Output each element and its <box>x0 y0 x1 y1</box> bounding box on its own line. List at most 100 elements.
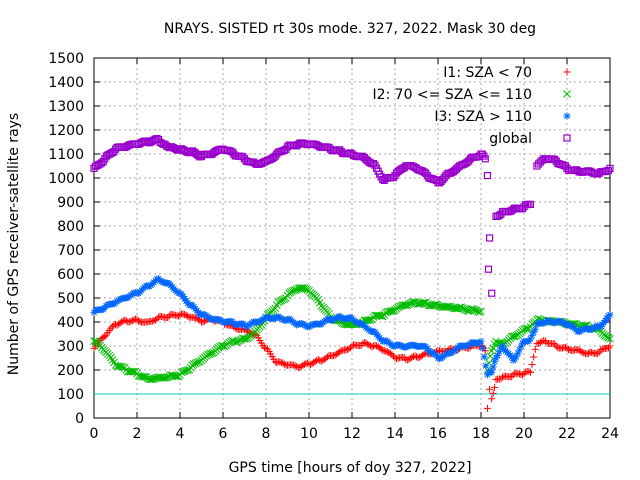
data-point <box>463 342 471 350</box>
y-tick-label: 300 <box>57 339 84 355</box>
data-series <box>90 134 614 412</box>
data-point <box>606 334 614 343</box>
data-point <box>337 347 345 355</box>
data-point <box>414 300 422 309</box>
data-point <box>260 344 268 352</box>
data-point <box>386 307 395 315</box>
data-point <box>308 321 316 329</box>
data-point <box>415 300 424 308</box>
data-point <box>578 348 586 356</box>
legend-marker <box>563 90 571 98</box>
data-point <box>489 363 497 371</box>
data-point <box>601 316 609 324</box>
data-point <box>164 314 172 322</box>
x-tick-label: 8 <box>262 426 271 442</box>
data-point <box>343 345 351 353</box>
data-point <box>479 344 487 352</box>
data-point <box>144 318 152 326</box>
data-point <box>280 360 288 368</box>
data-point <box>508 353 516 361</box>
data-point <box>526 200 535 208</box>
data-point <box>432 351 440 359</box>
data-point <box>488 289 496 297</box>
data-point <box>314 356 322 364</box>
data-point <box>580 325 588 333</box>
data-point <box>179 292 187 300</box>
data-point <box>436 355 444 363</box>
data-point <box>483 172 492 180</box>
chart-title: NRAYS. SISTED rt 30s mode. 327, 2022. Ma… <box>164 21 536 37</box>
data-point <box>586 326 594 334</box>
data-point <box>279 316 287 324</box>
data-point <box>191 314 199 322</box>
data-point <box>181 311 189 319</box>
data-point <box>491 358 499 366</box>
data-point <box>383 308 392 316</box>
data-point <box>365 316 373 325</box>
legend-label: I2: 70 <= SZA <= 110 <box>372 87 532 103</box>
data-point <box>574 346 582 354</box>
data-point <box>403 342 411 350</box>
data-point <box>330 352 338 360</box>
x-tick-label: 6 <box>219 426 228 442</box>
data-point <box>486 368 494 376</box>
y-tick-label: 700 <box>57 243 84 259</box>
data-point <box>557 318 565 326</box>
data-point <box>507 332 516 341</box>
data-point <box>104 301 112 309</box>
data-point <box>240 334 249 343</box>
data-point <box>146 375 155 384</box>
data-point <box>508 373 516 381</box>
data-point <box>377 345 385 353</box>
data-point <box>277 359 285 367</box>
data-point <box>128 317 136 325</box>
data-point <box>214 316 222 324</box>
x-tick-label: 2 <box>133 426 142 442</box>
data-point <box>480 353 488 361</box>
data-point <box>299 320 307 328</box>
data-point <box>403 356 411 364</box>
x-tick-label: 14 <box>386 426 404 442</box>
x-tick-label: 22 <box>558 426 576 442</box>
data-point <box>128 367 137 376</box>
y-tick-label: 1000 <box>48 171 84 187</box>
data-point <box>606 164 614 172</box>
data-point <box>357 320 365 328</box>
data-point <box>411 341 419 349</box>
data-point <box>563 344 571 352</box>
legend-marker <box>563 68 571 76</box>
x-tick-label: 20 <box>515 426 533 442</box>
data-point <box>548 318 556 326</box>
data-point <box>107 353 115 362</box>
x-tick-label: 24 <box>601 426 619 442</box>
data-point <box>531 345 539 353</box>
data-point <box>426 301 435 310</box>
data-point <box>388 351 396 359</box>
data-point <box>486 385 494 393</box>
data-point <box>492 354 500 362</box>
data-point <box>565 321 573 329</box>
data-point <box>417 299 425 308</box>
data-point <box>583 350 591 358</box>
data-point <box>375 311 384 320</box>
data-point <box>303 359 311 367</box>
data-point <box>512 352 520 360</box>
data-point <box>139 372 147 381</box>
data-point <box>348 342 356 350</box>
x-tick-labels: 0 2 4 6 8 10 12 14 16 18 20 22 24 <box>90 426 619 442</box>
data-point <box>409 298 418 306</box>
data-point <box>368 343 376 351</box>
y-tick-label: 100 <box>57 387 84 403</box>
data-point <box>317 357 325 365</box>
data-point <box>428 349 436 357</box>
data-point <box>530 328 538 336</box>
data-point <box>482 362 490 370</box>
data-point <box>515 346 523 354</box>
data-point <box>180 367 189 375</box>
data-point <box>514 349 522 357</box>
data-point <box>546 317 554 325</box>
data-point <box>488 368 496 376</box>
data-point <box>396 341 404 349</box>
y-tick-label: 1500 <box>48 51 84 67</box>
y-tick-label: 200 <box>57 363 84 379</box>
